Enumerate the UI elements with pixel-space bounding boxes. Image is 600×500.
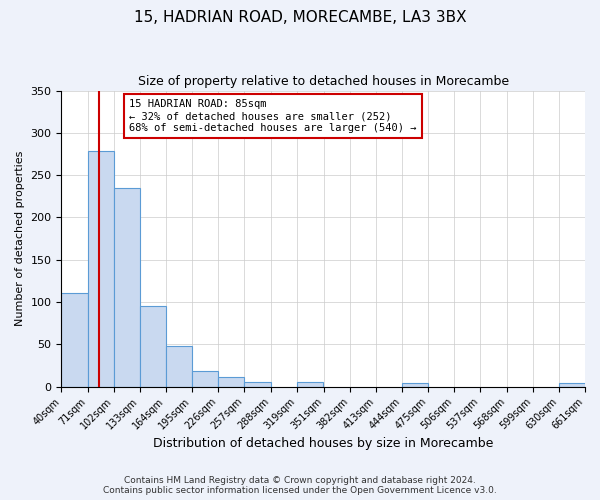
Bar [88,152,113,386]
Y-axis label: Number of detached properties: Number of detached properties [15,151,25,326]
X-axis label: Distribution of detached houses by size in Morecambe: Distribution of detached houses by size … [153,437,493,450]
Bar [402,384,428,386]
Bar [192,372,218,386]
Bar [559,384,585,386]
Bar [140,306,166,386]
Bar [296,382,323,386]
Bar [166,346,192,387]
Text: 15, HADRIAN ROAD, MORECAMBE, LA3 3BX: 15, HADRIAN ROAD, MORECAMBE, LA3 3BX [134,10,466,25]
Text: 15 HADRIAN ROAD: 85sqm
← 32% of detached houses are smaller (252)
68% of semi-de: 15 HADRIAN ROAD: 85sqm ← 32% of detached… [130,100,417,132]
Bar [61,293,88,386]
Title: Size of property relative to detached houses in Morecambe: Size of property relative to detached ho… [137,75,509,88]
Text: Contains HM Land Registry data © Crown copyright and database right 2024.
Contai: Contains HM Land Registry data © Crown c… [103,476,497,495]
Bar [244,382,271,386]
Bar [113,188,140,386]
Bar [218,378,244,386]
